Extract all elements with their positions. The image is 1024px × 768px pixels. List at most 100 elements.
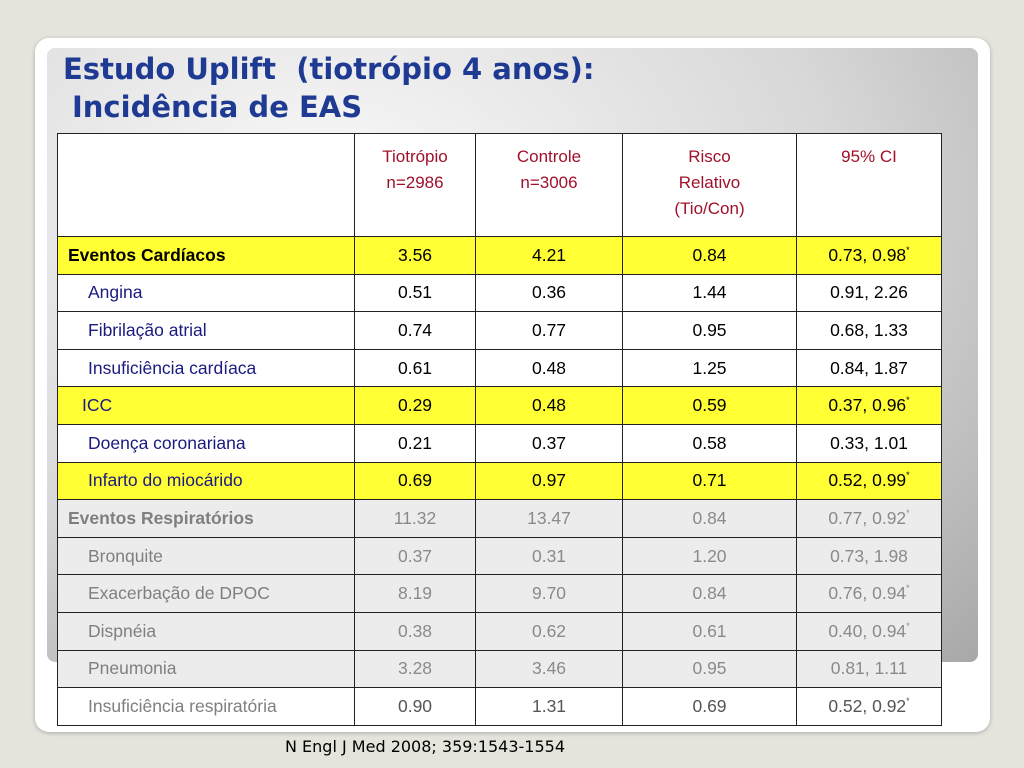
cell-text: 0.84, 1.87 [830, 357, 908, 378]
value-cell: 0.97 [475, 461, 623, 501]
footnote-mark: * [906, 470, 910, 481]
cell-text: 0.58 [692, 432, 727, 453]
cell-text: Dispnéia [88, 620, 157, 641]
value-cell: 0.37 [475, 423, 623, 463]
cell-text: 0.31 [531, 545, 567, 566]
value-cell: 0.69 [354, 461, 476, 501]
value-cell: 0.38 [354, 611, 476, 651]
footnote-mark: * [906, 244, 910, 255]
row-label: Pneumonia [57, 649, 355, 689]
cell-text: 0.51 [397, 282, 433, 303]
header-cell: Risco Relativo (Tio/Con) [622, 133, 797, 237]
value-cell: 0.71 [622, 461, 797, 501]
value-cell: 0.68, 1.33 [796, 311, 942, 350]
footnote-mark: * [906, 583, 910, 594]
footnote-mark: * [906, 395, 910, 406]
cell-text: 8.19 [397, 583, 433, 604]
value-cell: 0.62 [475, 611, 623, 651]
value-cell: 0.91, 2.26 [796, 273, 942, 313]
footnote-mark: * [906, 507, 910, 518]
value-cell: 0.81, 1.11 [796, 649, 942, 689]
cell-text: Eventos Respiratórios [68, 507, 254, 528]
row-label: ICC [57, 386, 355, 425]
cell-text: 0.97 [531, 470, 567, 491]
value-cell: 0.74 [354, 311, 476, 350]
cell-text: 1.20 [692, 545, 727, 566]
value-cell: 0.52, 0.99* [796, 461, 942, 501]
cell-text: Doença coronariana [88, 432, 246, 453]
header-cell: 95% CI [796, 133, 942, 237]
row-label: Doença coronariana [57, 423, 355, 463]
value-cell: 0.95 [622, 311, 797, 350]
value-cell: 11.32 [354, 499, 476, 538]
value-cell: 13.47 [475, 499, 623, 538]
row-label: Angina [57, 273, 355, 313]
cell-text: 0.95 [692, 658, 727, 679]
value-cell: 0.69 [622, 687, 797, 726]
cell-text: 3.56 [397, 244, 433, 265]
footnote-mark: * [906, 620, 910, 631]
value-cell: 0.37, 0.96* [796, 386, 942, 425]
cell-text: 0.36 [531, 282, 567, 303]
table-row: Fibrilação atrial 0.74 0.77 0.95 0.68, 1.33 [57, 311, 942, 350]
cell-text: 0.61 [692, 620, 727, 641]
cell-text: 0.40, 0.94 [828, 620, 907, 641]
cell-text: 0.84 [692, 507, 727, 528]
table-row: Eventos Cardíacos 3.56 4.21 0.84 0.73, 0.98* [57, 236, 942, 275]
table-row: ICC 0.29 0.48 0.59 0.37, 0.96* [57, 386, 942, 425]
cell-text: 11.32 [393, 507, 437, 528]
table-row: Infarto do miocárido 0.69 0.97 0.71 0.52, 0.… [57, 461, 942, 501]
cell-text: 0.61 [397, 357, 433, 378]
row-label: Eventos Respiratórios [57, 499, 355, 538]
cell-text: 0.38 [397, 620, 433, 641]
table-row: Bronquite 0.37 0.31 1.20 0.73, 1.98 [57, 536, 942, 576]
value-cell: 3.56 [354, 236, 476, 275]
cell-text: 13.47 [527, 507, 571, 528]
table-row: Pneumonia 3.28 3.46 0.95 0.81, 1.11 [57, 649, 942, 689]
value-cell: 0.61 [622, 611, 797, 651]
value-cell: 0.90 [354, 687, 476, 726]
cell-text: Pneumonia [88, 658, 177, 679]
cell-text: 0.52, 0.92 [828, 695, 907, 716]
value-cell: 0.84 [622, 574, 797, 613]
table-row: Angina 0.51 0.36 1.44 0.91, 2.26 [57, 273, 942, 313]
value-cell: 0.77 [475, 311, 623, 350]
value-cell: 0.58 [622, 423, 797, 463]
cell-text: 0.68, 1.33 [830, 319, 908, 340]
table-row: Insuficiência respiratória 0.90 1.31 0.69 0.… [57, 687, 942, 726]
cell-text: ICC [82, 395, 113, 416]
value-cell: 0.76, 0.94* [796, 574, 942, 613]
cell-text: 0.73, 1.98 [830, 545, 908, 566]
cell-text: 0.73, 0.98 [828, 244, 907, 265]
cell-text: 0.84 [692, 583, 727, 604]
cell-text: 0.59 [692, 395, 727, 416]
value-cell: 0.40, 0.94* [796, 611, 942, 651]
cell-text: Insuficiência cardíaca [88, 357, 257, 378]
cell-text: 0.62 [531, 620, 567, 641]
value-cell: 0.36 [475, 273, 623, 313]
value-cell: 0.48 [475, 386, 623, 425]
value-cell: 0.61 [354, 348, 476, 388]
table-row: Exacerbação de DPOC 8.19 9.70 0.84 0.76, 0.9… [57, 574, 942, 613]
cell-text: Eventos Cardíacos [68, 244, 226, 265]
cell-text: 0.37 [531, 432, 567, 453]
cell-text: 4.21 [531, 244, 567, 265]
results-table: Tiotrópio n=2986 Controle n=3006 Risco Rel… [57, 133, 942, 726]
cell-text: 0.69 [692, 695, 727, 716]
value-cell: 0.31 [475, 536, 623, 576]
table-row: Dispnéia 0.38 0.62 0.61 0.40, 0.94* [57, 611, 942, 651]
cell-text: 3.28 [397, 658, 433, 679]
row-label: Eventos Cardíacos [57, 236, 355, 275]
row-label: Fibrilação atrial [57, 311, 355, 350]
value-cell: 3.28 [354, 649, 476, 689]
value-cell: 1.25 [622, 348, 797, 388]
header-row: Tiotrópio n=2986 Controle n=3006 Risco Rel… [57, 133, 942, 237]
value-cell: 1.44 [622, 273, 797, 313]
cell-text: 0.77, 0.92 [828, 507, 907, 528]
value-cell: 0.51 [354, 273, 476, 313]
footnote-mark: * [906, 695, 910, 706]
value-cell: 0.84, 1.87 [796, 348, 942, 388]
cell-text: Bronquite [88, 545, 163, 566]
citation: N Engl J Med 2008; 359:1543-1554 [285, 737, 566, 756]
